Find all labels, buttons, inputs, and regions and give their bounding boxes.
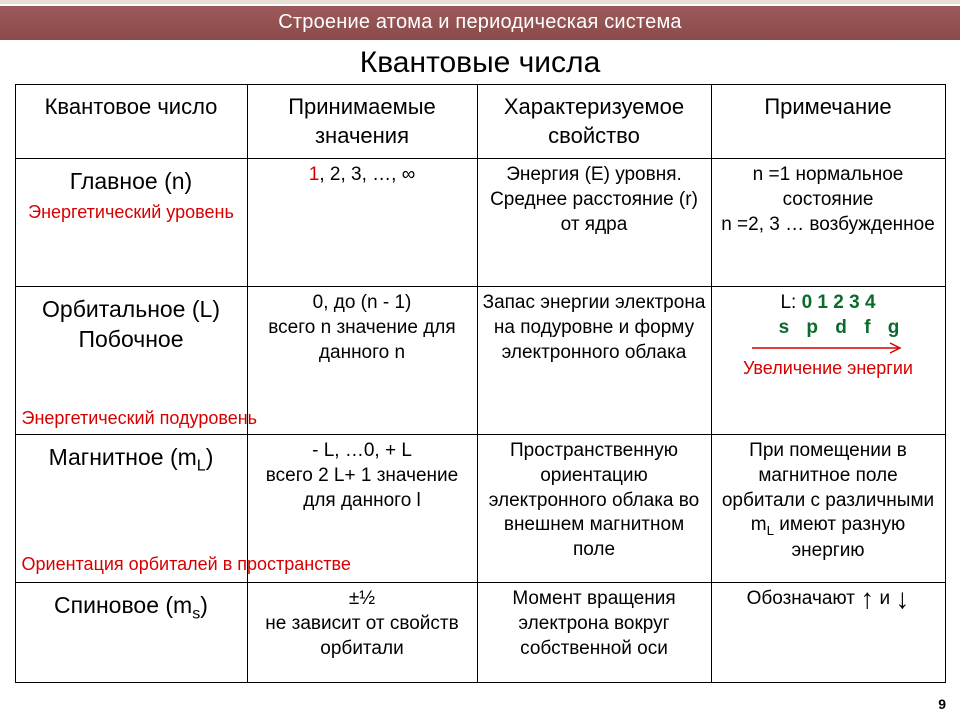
quantum-subtitle: Энергетический уровень: [20, 201, 243, 224]
cell-note-magnetic: При помещении в магнитное поле орбитали …: [711, 435, 945, 583]
value-highlight: 1: [309, 164, 320, 185]
col-note: Примечание: [711, 85, 945, 159]
quantum-name: Главное (n): [20, 163, 243, 197]
note-spin-prefix: Обозначают: [747, 588, 855, 609]
quantum-subtitle: Ориентация орбиталей в пространстве: [22, 553, 351, 576]
cell-values-spin: ±½не зависит от свойств орбитали: [247, 583, 477, 683]
cell-values-principal: 1, 2, 3, …, ∞: [247, 159, 477, 287]
cell-name-orbital: Орбитальное (L) Побочное Энергетический …: [15, 287, 247, 435]
top-separator: [0, 0, 960, 4]
note-L-line: L: 0 1 2 3 4: [716, 291, 941, 316]
cell-name-spin: Спиновое (ms): [15, 583, 247, 683]
quantum-subtitle: Энергетический подуровень: [22, 407, 258, 430]
table-row: Спиновое (ms) ±½не зависит от свойств ор…: [15, 583, 945, 683]
quantum-name: Магнитное (mL): [20, 439, 243, 477]
section-header: Строение атома и периодическая система: [0, 6, 960, 40]
cell-property-principal: Энергия (Е) уровня. Среднее расстояние (…: [477, 159, 711, 287]
col-property: Характеризуемое свойство: [477, 85, 711, 159]
table-header-row: Квантовое число Принимаемые значения Хар…: [15, 85, 945, 159]
table-row: Магнитное (mL) Ориентация орбиталей в пр…: [15, 435, 945, 583]
cell-property-magnetic: Пространственную ориентацию электронного…: [477, 435, 711, 583]
cell-values-orbital: 0, до (n - 1)всего n значение для данног…: [247, 287, 477, 435]
cell-note-principal: n =1 нормальное состояниеn =2, 3 … возбу…: [711, 159, 945, 287]
arrow-right-icon: [748, 341, 908, 355]
quantum-name: Спиновое (ms): [20, 587, 243, 625]
col-values: Принимаемые значения: [247, 85, 477, 159]
cell-property-orbital: Запас энергии электрона на подуровне и ф…: [477, 287, 711, 435]
table-row: Орбитальное (L) Побочное Энергетический …: [15, 287, 945, 435]
page-title: Квантовые числа: [0, 46, 960, 80]
quantum-table: Квантовое число Принимаемые значения Хар…: [15, 84, 946, 683]
quantum-name: Орбитальное (L) Побочное: [20, 291, 243, 355]
cell-property-spin: Момент вращения электрона вокруг собстве…: [477, 583, 711, 683]
value-rest: , 2, 3, …, ∞: [319, 164, 415, 185]
cell-name-magnetic: Магнитное (mL) Ориентация орбиталей в пр…: [15, 435, 247, 583]
cell-note-spin: Обозначают ↑ и ↓: [711, 583, 945, 683]
note-L-letters: s p d f g: [716, 316, 941, 341]
cell-name-principal: Главное (n) Энергетический уровень: [15, 159, 247, 287]
note-arrow-label: Увеличение энергии: [716, 357, 941, 380]
arrow-up-icon: ↑: [860, 588, 874, 610]
page-number: 9: [938, 696, 946, 712]
note-spin-between: и: [880, 588, 891, 609]
cell-note-orbital: L: 0 1 2 3 4 s p d f g Увеличение энерги…: [711, 287, 945, 435]
col-quantum-number: Квантовое число: [15, 85, 247, 159]
table-row: Главное (n) Энергетический уровень 1, 2,…: [15, 159, 945, 287]
arrow-down-icon: ↓: [895, 588, 909, 610]
